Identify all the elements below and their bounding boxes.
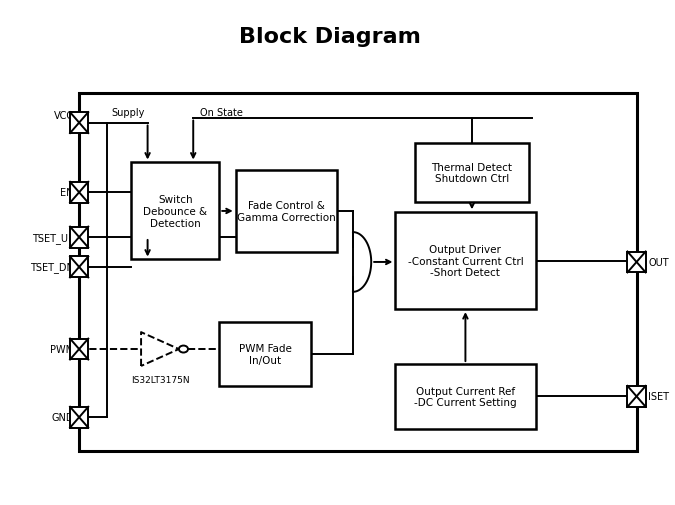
- Bar: [396, 213, 535, 310]
- Text: TSET_DN: TSET_DN: [30, 262, 74, 273]
- Text: EN: EN: [61, 188, 74, 198]
- Bar: [70, 182, 88, 204]
- Polygon shape: [353, 233, 371, 292]
- Bar: [396, 364, 535, 429]
- Text: GND: GND: [51, 413, 74, 422]
- Text: Supply: Supply: [111, 108, 144, 117]
- Bar: [79, 93, 637, 451]
- Bar: [219, 322, 310, 387]
- Text: Thermal Detect
Shutdown Ctrl: Thermal Detect Shutdown Ctrl: [431, 162, 512, 184]
- Text: Switch
Debounce &
Detection: Switch Debounce & Detection: [143, 195, 207, 228]
- Bar: [132, 163, 219, 260]
- Text: TSET_UP: TSET_UP: [32, 232, 74, 243]
- Text: ISET: ISET: [648, 391, 670, 401]
- Bar: [70, 257, 88, 278]
- Bar: [70, 339, 88, 360]
- Bar: [236, 171, 337, 252]
- Text: OUT: OUT: [648, 258, 669, 268]
- Bar: [628, 386, 646, 407]
- Text: Output Driver
-Constant Current Ctrl
-Short Detect: Output Driver -Constant Current Ctrl -Sh…: [408, 244, 523, 278]
- Text: Fade Control &
Gamma Correction: Fade Control & Gamma Correction: [237, 201, 335, 222]
- Text: PWM: PWM: [50, 344, 74, 355]
- Bar: [70, 227, 88, 248]
- Text: Block Diagram: Block Diagram: [239, 26, 421, 46]
- Text: On State: On State: [200, 108, 242, 117]
- Circle shape: [179, 346, 188, 353]
- Polygon shape: [141, 332, 179, 366]
- Text: IS32LT3175N: IS32LT3175N: [131, 375, 189, 384]
- Text: VCC: VCC: [54, 111, 74, 121]
- Text: PWM Fade
In/Out: PWM Fade In/Out: [238, 343, 292, 365]
- Bar: [70, 113, 88, 134]
- Text: Output Current Ref
-DC Current Setting: Output Current Ref -DC Current Setting: [414, 386, 517, 408]
- Bar: [415, 143, 529, 203]
- Bar: [628, 252, 646, 273]
- Bar: [70, 407, 88, 428]
